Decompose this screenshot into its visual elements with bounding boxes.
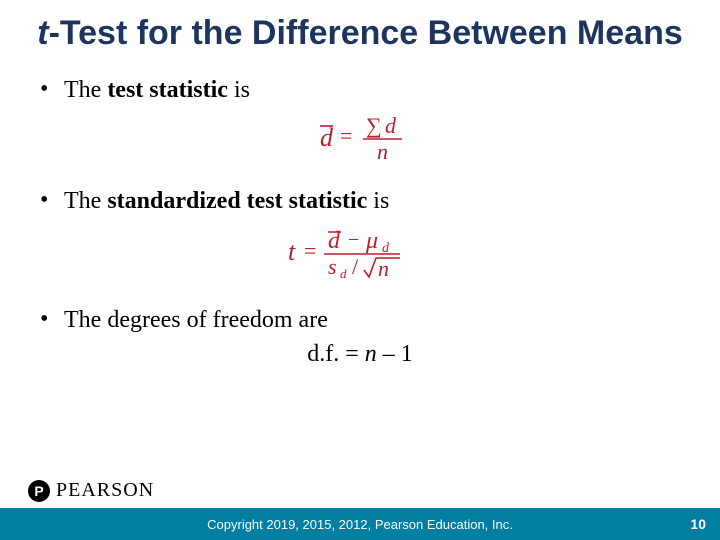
title-italic-t: t: [37, 14, 48, 52]
title-rest: -Test for the Difference Between Means: [49, 14, 683, 52]
slide-title: t-Test for the Difference Between Means: [0, 0, 720, 75]
svg-text:t: t: [288, 237, 296, 266]
formula-dbar: d = ∑ d n: [40, 111, 680, 170]
bullet-3-text: The degrees of freedom are: [64, 305, 328, 335]
df-equation: d.f. = n – 1: [40, 341, 680, 368]
page-number: 10: [690, 516, 706, 532]
copyright-text: Copyright 2019, 2015, 2012, Pearson Educ…: [207, 517, 513, 532]
df-n: n: [365, 341, 377, 367]
bullet-3-pre: The degrees of freedom are: [64, 307, 328, 333]
svg-text:=: =: [340, 123, 352, 148]
slide-content: • The test statistic is d = ∑ d n • The …: [0, 75, 720, 368]
svg-text:d: d: [385, 113, 397, 138]
svg-text:−: −: [348, 229, 359, 251]
df-tail: – 1: [377, 341, 413, 367]
bullet-2-post: is: [367, 188, 389, 214]
bullet-1: • The test statistic is: [40, 75, 680, 105]
bullet-3: • The degrees of freedom are: [40, 305, 680, 335]
df-label: d.f. =: [307, 341, 365, 367]
svg-text:n: n: [378, 256, 389, 281]
bullet-1-post: is: [228, 77, 250, 103]
footer-bar: Copyright 2019, 2015, 2012, Pearson Educ…: [0, 508, 720, 540]
bullet-dot: •: [40, 75, 64, 104]
bullet-dot: •: [40, 186, 64, 215]
pearson-logo-text: PEARSON: [56, 479, 154, 502]
svg-text:d: d: [328, 228, 341, 254]
bullet-2-bold: standardized test statistic: [107, 188, 367, 214]
pearson-logo-mark: P: [28, 480, 50, 502]
svg-text:n: n: [377, 139, 388, 164]
bullet-2-pre: The: [64, 188, 107, 214]
formula-t: t = d − μ d s d / n: [40, 222, 680, 289]
bullet-2-text: The standardized test statistic is: [64, 186, 389, 216]
svg-text:=: =: [304, 238, 316, 263]
svg-text:μ: μ: [365, 228, 378, 254]
svg-text:s: s: [328, 254, 337, 279]
bullet-2: • The standardized test statistic is: [40, 186, 680, 216]
bullet-1-bold: test statistic: [107, 77, 228, 103]
svg-text:/: /: [352, 254, 359, 279]
bullet-1-text: The test statistic is: [64, 75, 250, 105]
svg-text:d: d: [340, 266, 347, 281]
svg-text:∑: ∑: [366, 113, 382, 138]
bullet-dot: •: [40, 305, 64, 334]
bullet-1-pre: The: [64, 77, 107, 103]
svg-text:d: d: [320, 123, 334, 152]
pearson-logo: P PEARSON: [28, 479, 154, 502]
